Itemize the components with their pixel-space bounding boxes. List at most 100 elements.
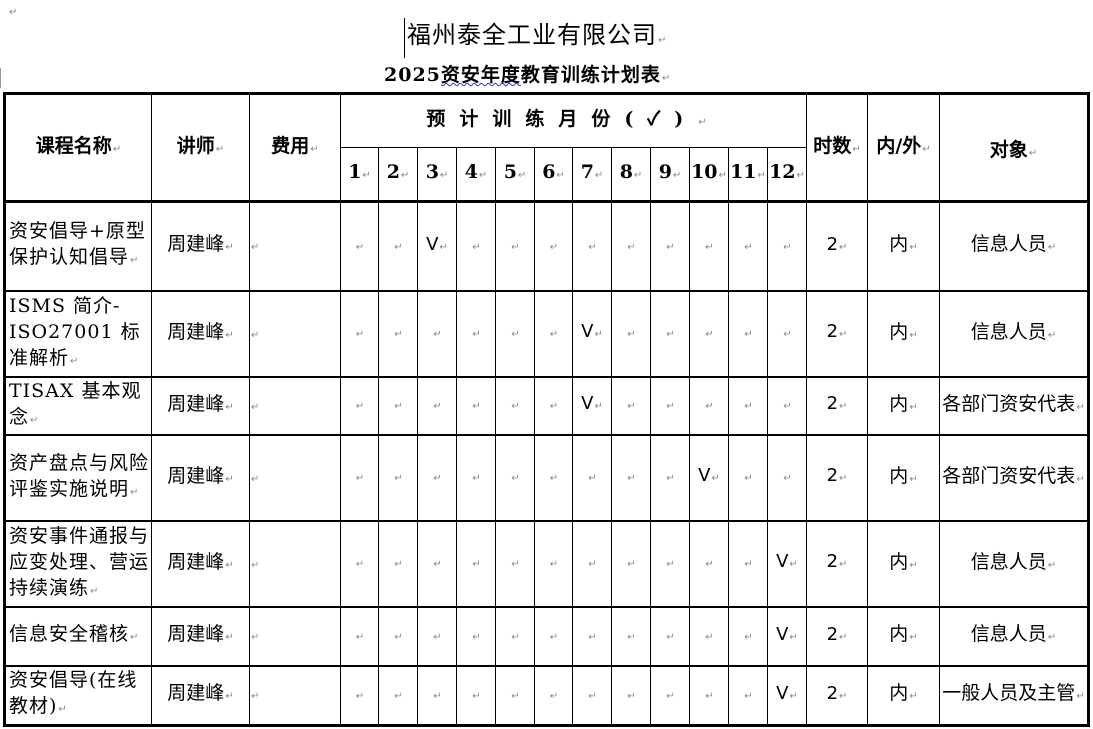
month-cell-2 [378,376,418,435]
month-cell-9 [650,290,690,377]
header-hours: 时数 [806,93,868,203]
month-cell-12 [767,290,807,377]
hours: 2 [806,606,868,666]
month-cell-11 [728,665,768,726]
document-subtitle: 2025资安年度教育训练计划表 [384,60,671,87]
month-cell-3 [417,290,457,377]
audience: 各部门资安代表 [939,376,1089,435]
table-row: 信息安全稽核周建峰 V2内信息人员 [4,606,1089,666]
subtitle-rest: 教育训练计划表 [520,64,661,86]
hours: 2 [806,665,868,726]
month-cell-8 [611,606,651,666]
course-name-text: 资安倡导(在线教材) [9,669,138,718]
month-check-7: V [572,376,612,435]
in-out: 内 [867,290,940,377]
month-check-10: V [689,434,729,521]
month-cell-12 [767,201,807,291]
header-month-9: 9 [650,147,690,203]
course-name: ISMS 简介-ISO27001 标准解析 [4,290,152,377]
month-cell-8 [611,665,651,726]
cost [249,434,341,521]
header-month-8: 8 [611,147,651,203]
month-cell-12 [767,376,807,435]
audience: 一般人员及主管 [939,665,1089,726]
cost [249,376,341,435]
month-cell-8 [611,376,651,435]
month-cell-9 [650,434,690,521]
cost [249,520,341,607]
header-month-11: 11 [728,147,768,203]
month-check-12: V [767,520,807,607]
in-out: 内 [867,201,940,291]
month-cell-1 [340,201,379,291]
month-cell-2 [378,606,418,666]
header-lecturer: 讲师 [151,93,250,203]
audience: 信息人员 [939,520,1089,607]
course-name-text: TISAX 基本观念 [9,379,142,428]
company-title: 福州泰全工业有限公司 [404,18,667,58]
month-cell-6 [534,290,573,377]
header-month-5: 5 [495,147,535,203]
month-cell-2 [378,201,418,291]
in-out: 内 [867,606,940,666]
lecturer: 周建峰 [151,376,250,435]
in-out: 内 [867,434,940,521]
table-row: 资安倡导(在线教材) 周建峰 V2内一般人员及主管 [4,665,1089,726]
in-out: 内 [867,520,940,607]
cost [249,290,341,377]
month-cell-5 [495,434,535,521]
month-cell-3 [417,665,457,726]
month-cell-3 [417,520,457,607]
paragraph-mark [8,0,17,19]
month-cell-10 [689,201,729,291]
course-name: TISAX 基本观念 [4,376,152,435]
course-name: 资产盘点与风险评鉴实施说明 [4,434,152,521]
training-plan-table: 课程名称 讲师 费用 预计训练月份(✓) 时数 内/外 对象 123456789… [3,92,1090,727]
header-month-7: 7 [572,147,612,203]
subtitle-year: 2025 [384,64,441,86]
month-cell-2 [378,520,418,607]
month-cell-6 [534,665,573,726]
month-cell-11 [728,201,768,291]
header-cost: 费用 [249,93,341,203]
hours: 2 [806,376,868,435]
header-month-1: 1 [340,147,379,203]
header-course: 课程名称 [4,93,152,203]
month-cell-6 [534,201,573,291]
month-cell-1 [340,290,379,377]
month-cell-1 [340,434,379,521]
course-name-text: 资产盘点与风险评鉴实施说明 [9,451,150,500]
course-name: 资安事件通报与应变处理、营运持续演练 [4,520,152,607]
month-cell-3 [417,606,457,666]
hours: 2 [806,201,868,291]
month-cell-4 [456,290,496,377]
month-cell-10 [689,606,729,666]
month-cell-2 [378,665,418,726]
month-cell-10 [689,290,729,377]
month-cell-1 [340,665,379,726]
lecturer: 周建峰 [151,520,250,607]
month-cell-2 [378,290,418,377]
month-cell-1 [340,606,379,666]
month-cell-7 [572,665,612,726]
month-cell-3 [417,434,457,521]
month-cell-9 [650,665,690,726]
audience: 信息人员 [939,290,1089,377]
table-row: 资安倡导+原型保护认知倡导周建峰 V 2内信息人员 [4,201,1089,291]
month-cell-4 [456,201,496,291]
lecturer: 周建峰 [151,606,250,666]
month-check-12: V [767,665,807,726]
lecturer: 周建峰 [151,201,250,291]
audience: 信息人员 [939,606,1089,666]
in-out: 内 [867,665,940,726]
month-cell-11 [728,376,768,435]
table-row: 资安事件通报与应变处理、营运持续演练周建峰 V2内信息人员 [4,520,1089,607]
month-cell-2 [378,434,418,521]
month-check-3: V [417,201,457,291]
header-in-out: 内/外 [867,93,940,203]
month-cell-8 [611,290,651,377]
month-cell-4 [456,665,496,726]
month-cell-7 [572,520,612,607]
table-row: ISMS 简介-ISO27001 标准解析周建峰 V 2内信息人员 [4,290,1089,377]
lecturer: 周建峰 [151,665,250,726]
